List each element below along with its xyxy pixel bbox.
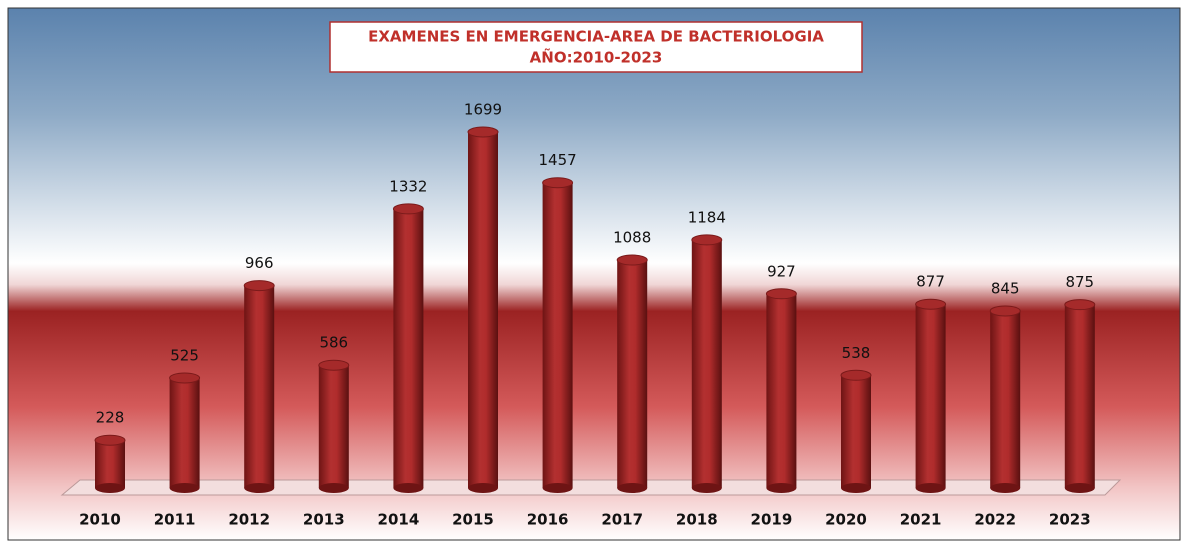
bar-base xyxy=(990,483,1021,493)
bar xyxy=(542,182,573,489)
chart-subtitle: AÑO:2010-2023 xyxy=(530,48,663,67)
bar-base xyxy=(318,483,349,493)
bar-base xyxy=(766,483,797,493)
x-tick-label: 2015 xyxy=(452,511,494,529)
x-tick-label: 2018 xyxy=(676,511,718,529)
data-label: 877 xyxy=(916,273,945,291)
x-tick-label: 2023 xyxy=(1049,511,1091,529)
bar-top xyxy=(542,177,574,189)
data-label: 966 xyxy=(245,254,274,272)
bar-base xyxy=(1064,483,1095,493)
x-tick-label: 2020 xyxy=(825,511,867,529)
bar-base xyxy=(95,483,125,493)
data-label: 1332 xyxy=(389,177,427,195)
data-label: 927 xyxy=(767,262,796,280)
bar-top xyxy=(392,203,424,215)
bar xyxy=(766,293,797,488)
bar-base xyxy=(841,483,871,493)
data-label: 228 xyxy=(96,409,125,427)
bar-top xyxy=(94,434,126,446)
data-label: 538 xyxy=(842,344,871,362)
bar-top xyxy=(169,372,201,384)
bar xyxy=(1064,304,1095,488)
bar-base xyxy=(169,483,200,493)
bar-base xyxy=(617,483,648,493)
data-label: 1184 xyxy=(688,208,726,226)
x-tick-label: 2014 xyxy=(378,511,420,529)
bar-base xyxy=(468,483,498,493)
bar-top xyxy=(915,298,947,310)
bar xyxy=(691,239,722,488)
bar-base xyxy=(244,483,275,493)
bar-base xyxy=(542,483,573,493)
x-tick-label: 2013 xyxy=(303,511,345,529)
x-tick-label: 2010 xyxy=(79,511,121,529)
data-label: 1457 xyxy=(539,151,577,169)
bar xyxy=(990,310,1021,488)
bar xyxy=(244,285,275,488)
bar-base xyxy=(691,483,722,493)
x-tick-label: 2012 xyxy=(228,511,270,529)
data-label: 525 xyxy=(170,346,199,364)
data-label: 1088 xyxy=(613,229,651,247)
x-tick-label: 2021 xyxy=(900,511,942,529)
x-tick-label: 2011 xyxy=(154,511,196,529)
bar-top xyxy=(243,280,275,292)
x-tick-label: 2017 xyxy=(601,511,643,529)
x-tick-label: 2022 xyxy=(974,511,1016,529)
bar xyxy=(95,440,125,488)
data-label: 845 xyxy=(991,279,1020,297)
floor xyxy=(60,479,1122,496)
bar xyxy=(393,208,424,488)
data-label: 1699 xyxy=(464,101,502,119)
x-tick-label: 2019 xyxy=(751,511,793,529)
bar-top xyxy=(765,288,797,300)
bar-top xyxy=(318,359,350,371)
title-box xyxy=(329,21,863,73)
bar xyxy=(468,132,498,488)
bar-top xyxy=(1064,299,1096,311)
bar-top xyxy=(691,234,723,246)
bar xyxy=(169,377,200,488)
data-label: 875 xyxy=(1065,273,1094,291)
chart-title: EXAMENES EN EMERGENCIA-AREA DE BACTERIOL… xyxy=(368,28,824,46)
bar xyxy=(617,260,648,488)
bar xyxy=(318,365,349,488)
bar-top xyxy=(467,126,499,138)
bar-top xyxy=(840,369,872,381)
plot-background xyxy=(7,7,1181,541)
x-tick-label: 2016 xyxy=(527,511,569,529)
bar-base xyxy=(393,483,424,493)
bar xyxy=(915,304,946,488)
bar-base xyxy=(915,483,946,493)
bar-top xyxy=(989,305,1021,317)
data-label: 586 xyxy=(319,334,348,352)
bar xyxy=(841,375,871,488)
bar-top xyxy=(616,254,648,266)
